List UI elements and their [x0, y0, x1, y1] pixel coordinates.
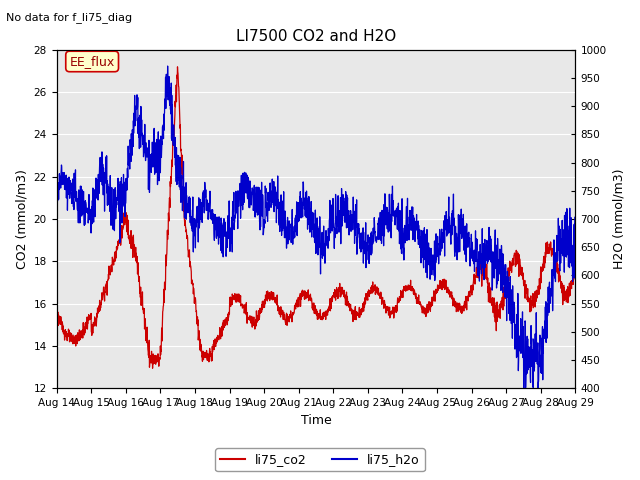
- Y-axis label: CO2 (mmol/m3): CO2 (mmol/m3): [15, 169, 28, 269]
- Legend: li75_co2, li75_h2o: li75_co2, li75_h2o: [215, 448, 425, 471]
- Y-axis label: H2O (mmol/m3): H2O (mmol/m3): [612, 169, 625, 269]
- Title: LI7500 CO2 and H2O: LI7500 CO2 and H2O: [236, 29, 396, 44]
- Text: EE_flux: EE_flux: [70, 55, 115, 68]
- Text: No data for f_li75_diag: No data for f_li75_diag: [6, 12, 132, 23]
- X-axis label: Time: Time: [301, 414, 332, 427]
